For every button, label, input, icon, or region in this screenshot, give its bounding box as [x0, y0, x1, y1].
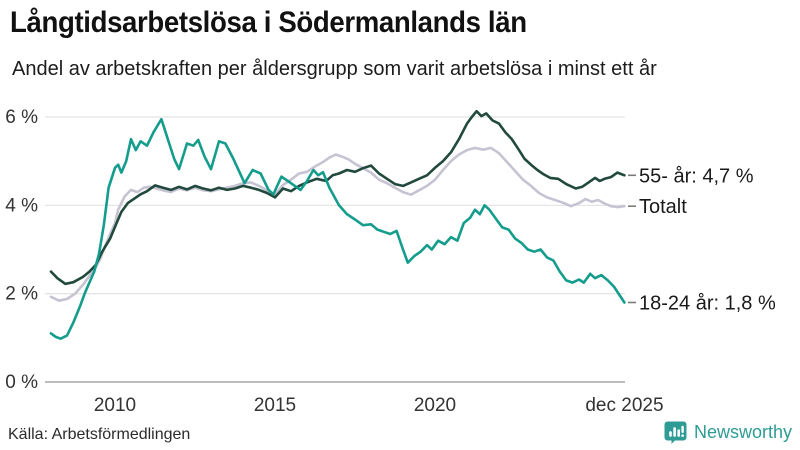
brand-name: Newsworthy [693, 421, 792, 442]
brand-logo: Newsworthy [663, 419, 792, 445]
source-note: Källa: Arbetsförmedlingen [8, 426, 191, 443]
x-tick-label: 2010 [94, 395, 136, 416]
y-tick-label: 2 % [5, 284, 38, 305]
newsworthy-icon [664, 421, 687, 444]
chart-subtitle: Andel av arbetskraften per åldersgrupp s… [12, 58, 657, 80]
series-line-18-24-r [49, 117, 626, 341]
series-end-label: 18-24 år: 1,8 % [639, 292, 776, 314]
chart-title: Långtidsarbetslösa i Södermanlands län [10, 6, 527, 39]
y-tick-label: 0 % [5, 372, 38, 393]
x-tick-label: 2015 [254, 395, 296, 416]
series-line-55-r [49, 109, 626, 286]
x-tick-label: dec 2025 [585, 395, 663, 416]
series-end-label: Totalt [639, 196, 687, 218]
y-tick-label: 4 % [5, 195, 38, 216]
y-tick-label: 6 % [5, 107, 38, 128]
series-end-label: 55- år: 4,7 % [639, 165, 754, 187]
x-tick-label: 2020 [414, 395, 456, 416]
series-line-totalt [49, 146, 626, 303]
